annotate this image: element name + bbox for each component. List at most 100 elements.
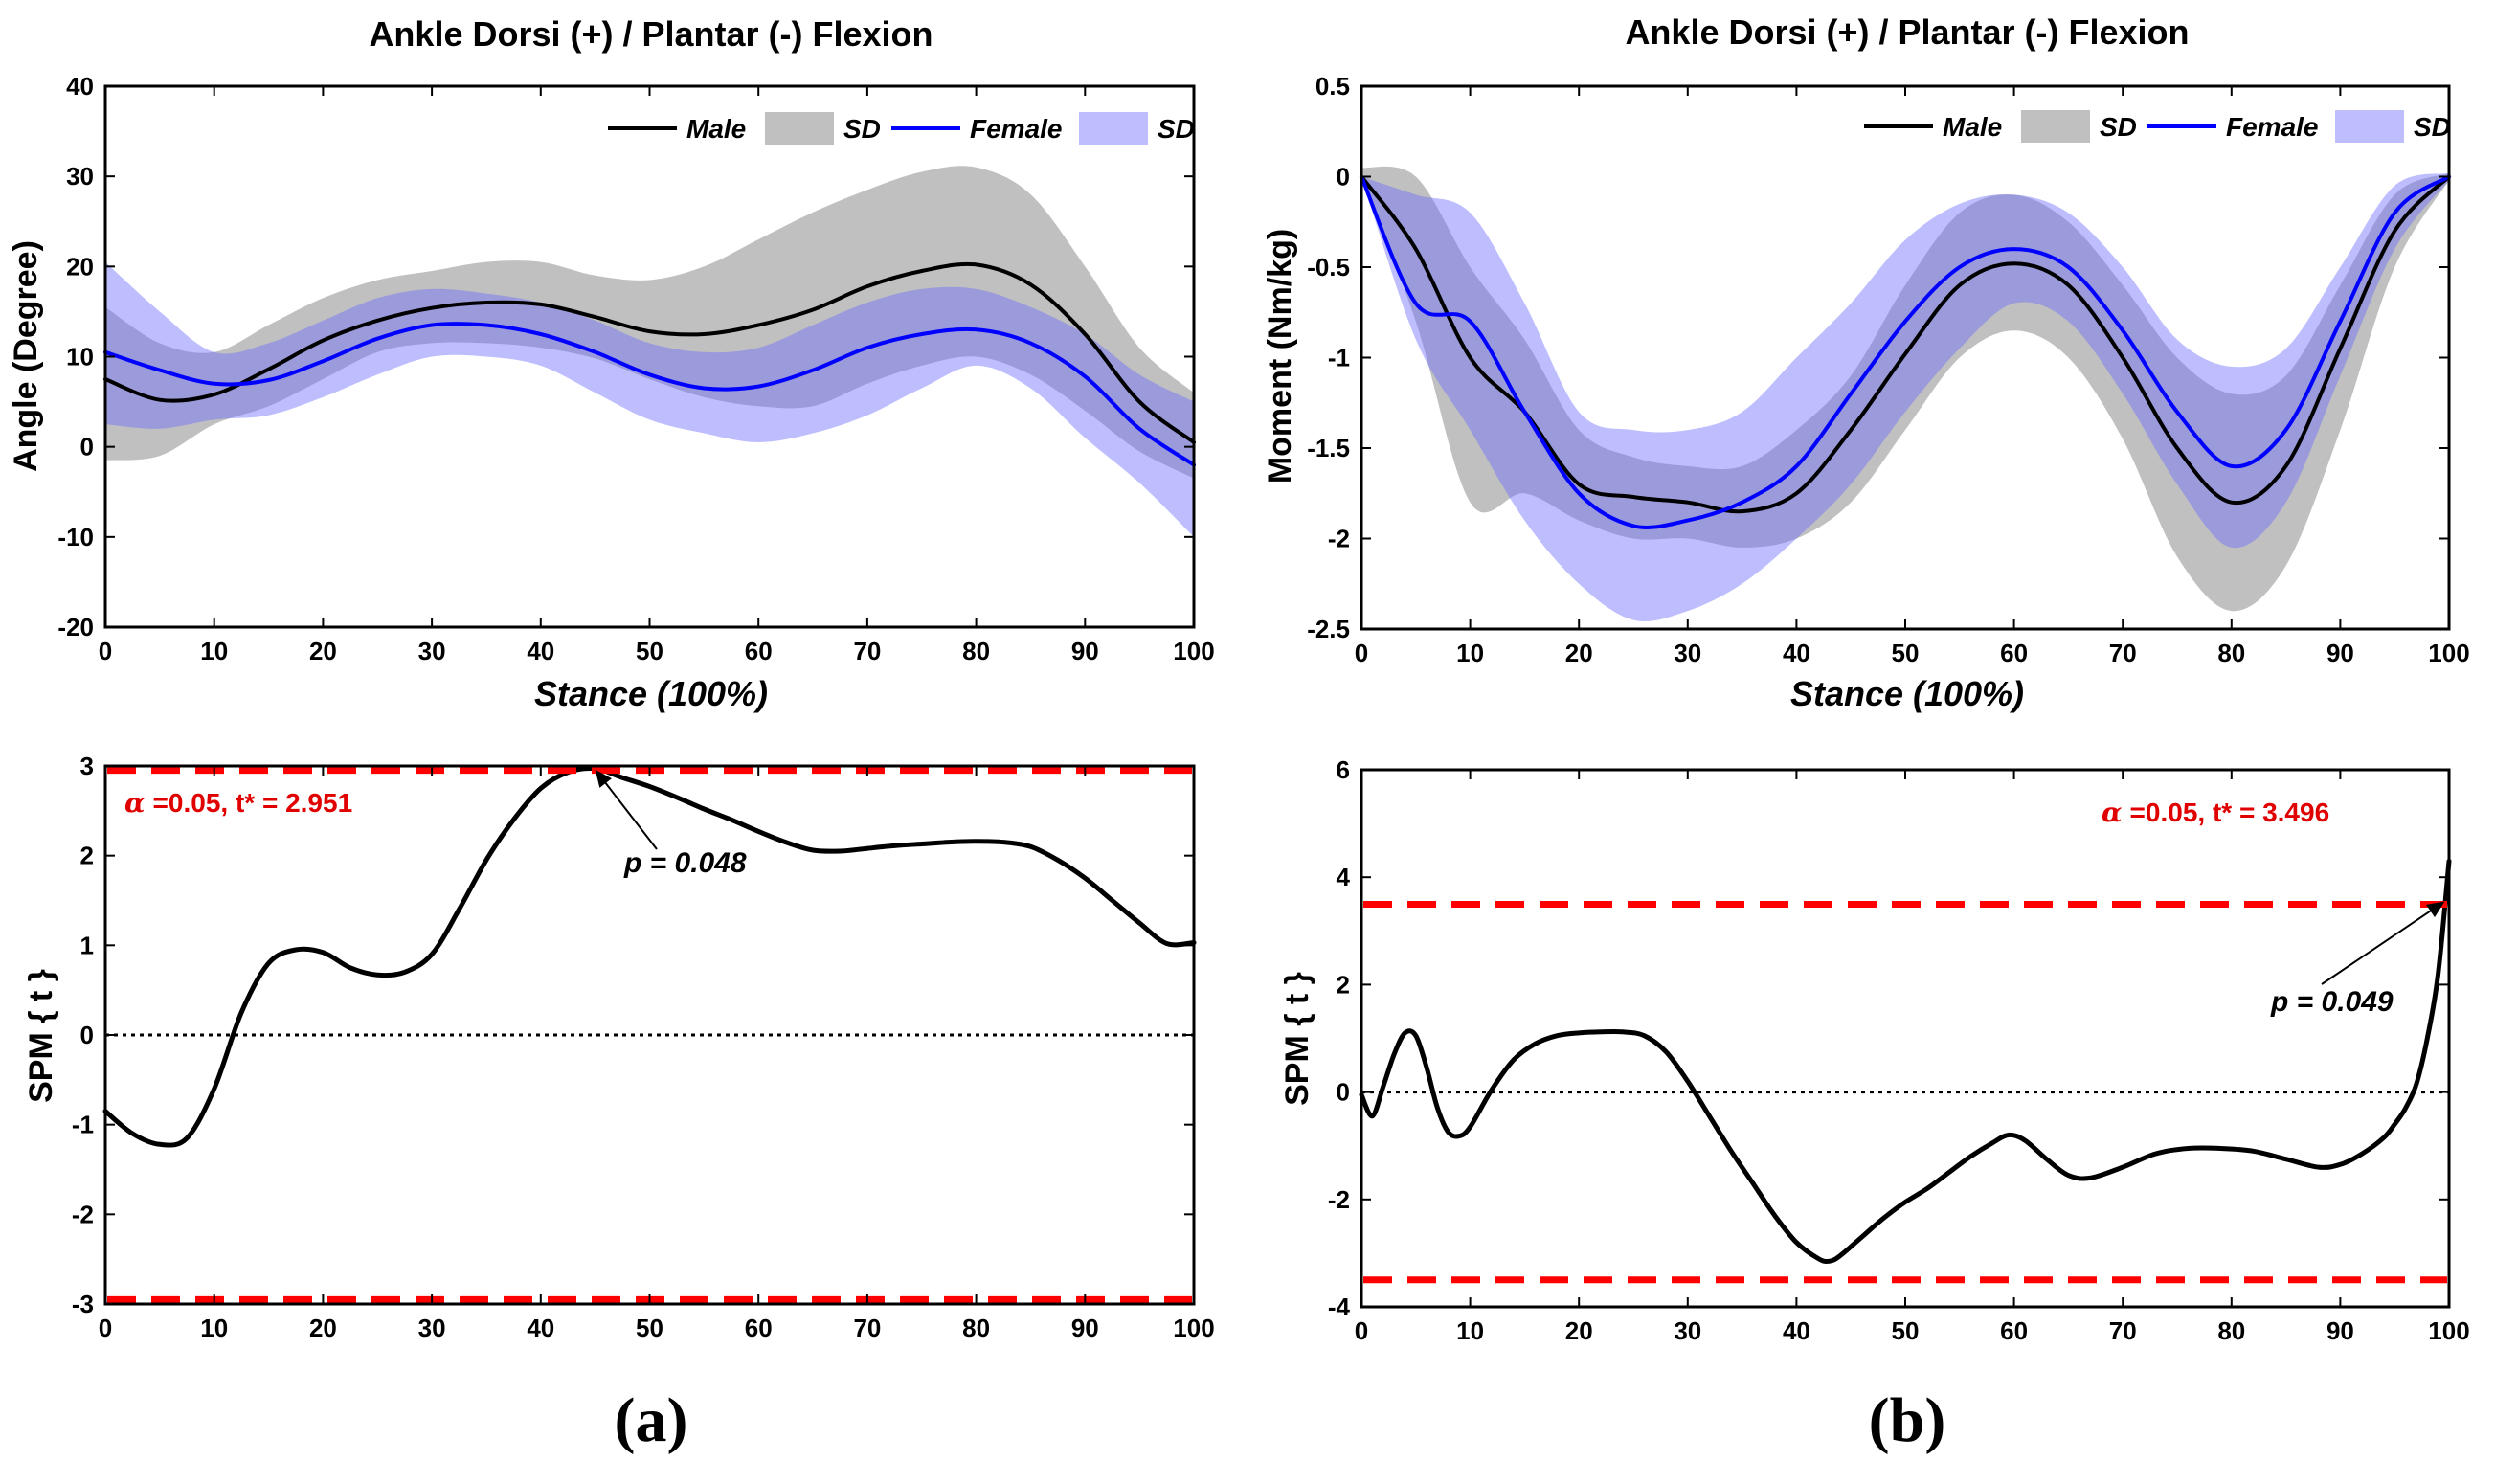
y-tick-label: 30 <box>66 162 94 191</box>
legend-label: Male <box>1943 112 2002 142</box>
x-tick-label: 30 <box>418 637 446 665</box>
y-tick-label: 2 <box>80 842 94 870</box>
x-tick-label: 0 <box>1355 639 1368 667</box>
chart-b-top: 0 10 20 30 40 50 60 70 80 90 100 -2.5 -2 -1.5 -1 -0.5 0 0… <box>1262 12 2470 713</box>
y-tick-label: -10 <box>57 523 94 551</box>
y-tick-label: 0 <box>1337 163 1350 191</box>
y-axis-label: SPM { t } <box>23 969 59 1103</box>
x-tick-label: 30 <box>1674 1316 1701 1345</box>
legend-swatch-band <box>2021 110 2090 143</box>
y-tick-label: 20 <box>66 252 94 281</box>
x-tick-label: 100 <box>1173 637 1214 665</box>
p-value-annotation: p = 0.049 <box>2270 986 2394 1018</box>
legend-label: Female <box>2226 112 2319 142</box>
x-tick-label: 20 <box>309 637 337 665</box>
x-tick-label: 50 <box>1892 1316 1920 1345</box>
legend-label: Male <box>686 114 746 144</box>
x-tick-label: 10 <box>200 1314 228 1342</box>
series-line-male <box>103 261 1196 444</box>
x-tick-label: 70 <box>2109 1316 2137 1345</box>
sd-band-female <box>105 261 1194 537</box>
y-axis-label: SPM { t } <box>1279 972 1315 1106</box>
y-axis-label: Angle (Degree) <box>8 240 44 472</box>
series-line-female <box>103 322 1196 467</box>
sd-band-male <box>1361 166 2449 612</box>
y-tick-label: 4 <box>1337 863 1351 891</box>
x-tick-label: 20 <box>1565 1316 1593 1345</box>
y-axis-label: Moment (Nm/kg) <box>1262 229 1298 483</box>
p-value-arrowhead <box>2426 901 2445 918</box>
x-tick-label: 40 <box>527 637 554 665</box>
y-tick-label: 0 <box>1337 1078 1350 1107</box>
x-tick-label: 70 <box>853 637 881 665</box>
series-line-female <box>1360 174 2451 529</box>
x-tick-label: 50 <box>636 1314 663 1342</box>
x-tick-label: 50 <box>1892 639 1920 667</box>
x-tick-label: 40 <box>1783 639 1810 667</box>
x-tick-label: 80 <box>2217 1316 2245 1345</box>
x-tick-label: 40 <box>1783 1316 1810 1345</box>
alpha-threshold-annotation: α =0.05, t* = 2.951 <box>124 787 352 819</box>
y-tick-label: -0.5 <box>1307 253 1350 281</box>
y-tick-label: -20 <box>57 613 94 641</box>
y-tick-label: -1 <box>1328 344 1350 372</box>
x-tick-label: 30 <box>1674 639 1701 667</box>
p-value-annotation: p = 0.048 <box>623 847 747 879</box>
x-tick-label: 20 <box>309 1314 337 1342</box>
y-tick-label: 0 <box>80 1021 94 1049</box>
chart-title: Ankle Dorsi (+) / Plantar (-) Flexion <box>1625 12 2189 52</box>
x-tick-label: 20 <box>1565 639 1593 667</box>
x-tick-label: 50 <box>636 637 663 665</box>
y-tick-label: 3 <box>80 752 94 780</box>
chart-title: Ankle Dorsi (+) / Plantar (-) Flexion <box>369 14 933 54</box>
alpha-threshold-annotation: α =0.05, t* = 3.496 <box>2102 797 2329 828</box>
p-value-arrow <box>2321 908 2435 985</box>
y-tick-label: -2.5 <box>1307 615 1350 643</box>
chart-b-bottom: 0 10 20 30 40 50 60 70 80 90 100 -4 -2 0 2 4 6 SPM { t } α… <box>1279 755 2470 1345</box>
y-tick-label: 40 <box>66 72 94 101</box>
p-value-arrowhead <box>595 769 612 788</box>
x-tick-label: 90 <box>2326 639 2354 667</box>
x-tick-label: 100 <box>2428 639 2469 667</box>
x-tick-label: 90 <box>1071 637 1099 665</box>
p-value-arrow <box>602 779 658 850</box>
x-axis-label: Stance (100%) <box>1790 674 2024 713</box>
x-tick-label: 70 <box>2109 639 2137 667</box>
panel-label-a: (a) <box>615 1385 688 1455</box>
legend-swatch-band <box>765 112 834 145</box>
y-tick-label: -2 <box>1328 1185 1350 1214</box>
x-tick-label: 90 <box>1071 1314 1099 1342</box>
x-tick-label: 30 <box>418 1314 446 1342</box>
legend-label: SD <box>2414 112 2451 142</box>
x-tick-label: 70 <box>853 1314 881 1342</box>
plot-frame <box>1360 768 2451 1309</box>
sd-band-female <box>1361 172 2449 622</box>
chart-a-bottom: 0 10 20 30 40 50 60 70 80 90 100 -3 -2 -1 0 1 2 3 SPM { t … <box>23 752 1215 1342</box>
x-tick-label: 100 <box>1173 1314 1214 1342</box>
series-line-spmt <box>1359 858 2452 1265</box>
sd-band-male <box>105 166 1194 479</box>
legend-label: Female <box>970 114 1063 144</box>
y-tick-label: -2 <box>1328 525 1350 553</box>
legend-label: SD <box>1158 114 1195 144</box>
legend-swatch-band <box>1079 112 1148 145</box>
y-tick-label: -2 <box>72 1200 94 1228</box>
x-tick-label: 0 <box>99 1314 112 1342</box>
series-line-spmt <box>102 766 1197 1148</box>
y-tick-label: 2 <box>1337 970 1350 999</box>
y-tick-label: -1 <box>72 1111 94 1139</box>
chart-a-top: 0 10 20 30 40 50 60 70 80 90 100 -20 -10 0 10 20 30 40 Ank… <box>8 14 1215 713</box>
y-tick-label: 1 <box>80 931 94 959</box>
legend-label: SD <box>2100 112 2137 142</box>
y-tick-label: 0.5 <box>1315 72 1350 101</box>
x-tick-label: 60 <box>745 637 773 665</box>
y-tick-label: -1.5 <box>1307 434 1350 462</box>
x-tick-label: 100 <box>2428 1316 2469 1345</box>
x-tick-label: 80 <box>962 1314 990 1342</box>
x-tick-label: 40 <box>527 1314 554 1342</box>
x-tick-label: 10 <box>200 637 228 665</box>
y-tick-label: 0 <box>80 433 94 461</box>
panel-label-b: (b) <box>1869 1385 1946 1455</box>
x-tick-label: 80 <box>962 637 990 665</box>
y-tick-label: -3 <box>72 1290 94 1318</box>
